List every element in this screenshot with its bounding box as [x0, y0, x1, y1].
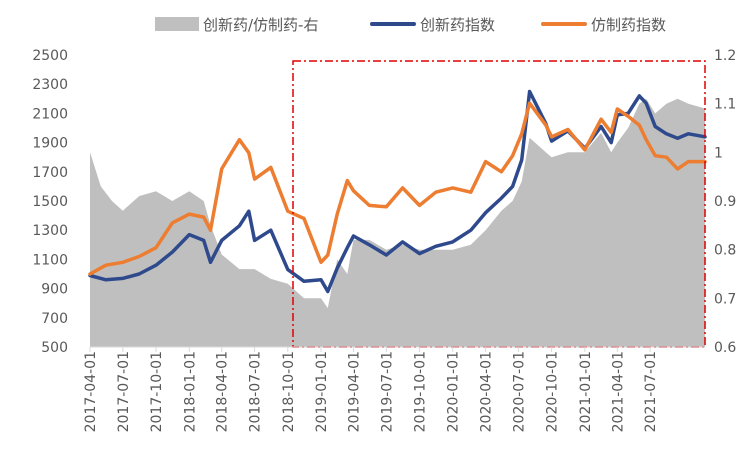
y-left-tick-label: 700: [41, 311, 68, 327]
x-tick-label: 2018-04-01: [215, 351, 231, 432]
y-left-tick-label: 2300: [32, 77, 68, 93]
y-left-tick-label: 2100: [32, 106, 68, 122]
series-innovative-line: [88, 89, 707, 294]
right-axis: 1.2 1.1 1 0.9 0.8 0.7 0.6: [714, 48, 736, 356]
plot-area: [88, 60, 707, 348]
y-left-tick-label: 1900: [32, 136, 68, 152]
x-tick-label: 2018-07-01: [248, 351, 264, 432]
legend-swatch-ratio: [155, 17, 199, 31]
y-left-tick-label: 500: [41, 340, 68, 356]
series-generic-line: [88, 101, 707, 276]
index-lines-layer: [88, 89, 707, 294]
x-tick-label: 2017-07-01: [116, 351, 132, 432]
legend-label: 创新药指数: [420, 16, 495, 34]
series-ratio-area: [90, 98, 705, 347]
x-tick-label: 2017-04-01: [83, 351, 99, 432]
legend-label: 仿制药指数: [591, 16, 666, 34]
y-left-tick-label: 900: [41, 282, 68, 298]
y-right-tick-label: 1.1: [714, 97, 736, 113]
y-left-tick-label: 1500: [32, 194, 68, 210]
x-tick-label: 2018-01-01: [182, 351, 198, 432]
x-tick-label: 2019-07-01: [379, 351, 395, 432]
x-tick-label: 2021-04-01: [610, 351, 626, 432]
x-tick-label: 2019-10-01: [413, 351, 429, 432]
y-right-tick-label: 0.7: [714, 291, 736, 307]
x-axis: 2017-04-01 2017-07-01 2017-10-01 2018-01-01…: [83, 346, 705, 432]
y-left-tick-label: 1100: [32, 252, 68, 268]
legend-label: 创新药/仿制药-右: [203, 16, 318, 34]
x-tick-label: 2020-10-01: [545, 351, 561, 432]
y-right-tick-label: 0.8: [714, 243, 736, 259]
y-left-tick-label: 1700: [32, 165, 68, 181]
x-tick-label: 2019-04-01: [346, 351, 362, 432]
y-right-tick-label: 0.6: [714, 340, 736, 356]
x-tick-label: 2021-01-01: [578, 351, 594, 432]
x-tick-label: 2020-01-01: [446, 351, 462, 432]
x-tick-label: 2019-01-01: [314, 351, 330, 432]
legend: 创新药/仿制药-右 创新药指数 仿制药指数: [155, 16, 666, 34]
x-tick-label: 2020-04-01: [479, 351, 495, 432]
left-axis: 2500 2300 2100 1900 1700 1500 1300 1100 900 700 50…: [32, 48, 68, 356]
x-tick-label: 2017-10-01: [149, 351, 165, 432]
y-left-tick-label: 1300: [32, 223, 68, 239]
y-right-tick-label: 0.9: [714, 194, 736, 210]
x-tick-label: 2020-07-01: [511, 351, 527, 432]
x-tick-label: 2021-07-01: [643, 351, 659, 432]
x-tick-label: 2018-10-01: [281, 351, 297, 432]
y-left-tick-label: 2500: [32, 48, 68, 64]
ratio-area-layer: [90, 98, 705, 347]
y-right-tick-label: 1.2: [714, 48, 736, 64]
y-right-tick-label: 1: [714, 145, 723, 161]
